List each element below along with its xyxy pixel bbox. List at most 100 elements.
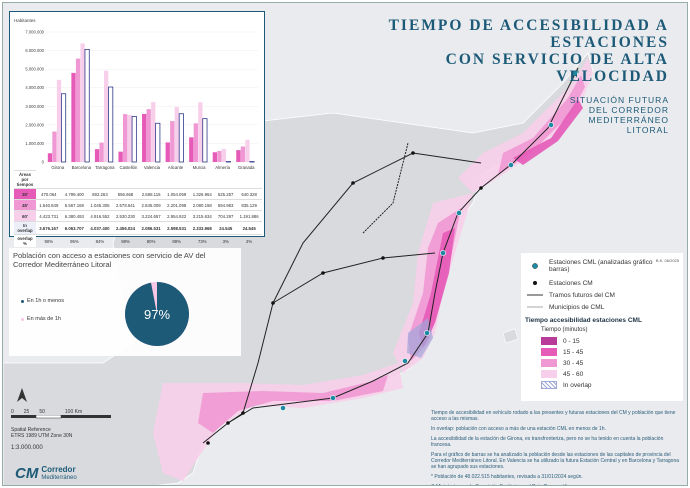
table-cell: 1.045.305 — [87, 199, 113, 211]
population-table: Áreas por tiempos 30' 470.064 4.799.400 692.… — [14, 170, 262, 247]
bar-girona-1 — [52, 131, 57, 162]
station-cm-9 — [351, 181, 355, 185]
map-legend: Estaciones CML (analizadas gráfico barra… — [521, 253, 683, 401]
station-valencia — [440, 250, 446, 256]
x-tick-label: Girona — [51, 165, 65, 170]
table-band-cell: In overlap — [14, 221, 36, 235]
table-cell: 594.983 — [215, 199, 237, 211]
bar-barcelona-3 — [84, 48, 90, 163]
bar-tarragona-3 — [108, 86, 114, 163]
bar-girona-3 — [61, 93, 67, 163]
municipality-icon — [527, 306, 543, 308]
legend-label: Estaciones CM — [549, 279, 593, 287]
station-girona — [572, 70, 578, 76]
map-title-line1: TIEMPO DE ACCESIBILIDAD A ESTACIONES — [388, 17, 669, 51]
station-cml-icon — [532, 263, 538, 269]
bar-alicante-2 — [174, 107, 179, 162]
bar-tarragona-1 — [99, 142, 104, 162]
credits: B.K. 06/2025 — [655, 258, 679, 263]
table-header-row: Áreas por tiempos — [14, 170, 262, 189]
scale-bar — [11, 414, 111, 419]
table-cell: 4.037.400 — [87, 221, 113, 235]
logo-line2: Mediterráneo — [41, 474, 77, 481]
table-cell: 24.545 — [215, 221, 237, 235]
scale-ratio: 1:3.000.000 — [11, 445, 43, 451]
table-cell: 2.530.230 — [112, 210, 139, 222]
bar-castellón-2 — [127, 115, 132, 162]
table-row: overlap % 90% 95% 84% 98% 80% 88% 73% 3% 2% — [14, 234, 262, 247]
station-barcelona — [548, 122, 554, 128]
bar-alicante-1 — [170, 121, 175, 162]
table-cell: 73% — [189, 234, 216, 247]
table-cell: 98% — [112, 234, 139, 247]
y-tick-label: 4.000.000 — [25, 85, 44, 90]
table-cell: 525.257 — [215, 188, 237, 200]
y-tick-label: 7.000.000 — [25, 30, 44, 35]
bar-murcia-1 — [193, 123, 198, 162]
note-paragraph: La accesibilidad de la estación de Giron… — [431, 436, 664, 448]
map-title-block: TIEMPO DE ACCESIBILIDAD A ESTACIONES CON… — [339, 17, 669, 135]
band-label: 45 - 60 — [563, 370, 584, 378]
rail-interior — [362, 142, 409, 234]
subtitle-line3: MEDITERRÁNEO — [588, 115, 669, 125]
legend-label: Estaciones CML (analizadas gráfico barra… — [549, 259, 653, 273]
band-swatch — [541, 337, 557, 345]
band-swatch — [541, 381, 557, 389]
table-cell: 3.676.167 — [36, 221, 62, 235]
table-cell: 2.456.024 — [112, 221, 139, 235]
band-swatch — [541, 359, 557, 367]
bar-granada-2 — [245, 139, 250, 162]
scale-ticks: 0 25 50 100 Km — [11, 409, 121, 415]
y-tick-label: 6.000.000 — [25, 48, 44, 53]
table-row: 30' 470.064 4.799.400 692.263 556.668 2.588.1… — [14, 188, 262, 200]
station-cm-7 — [206, 441, 210, 445]
legend-time-sub: Tiempo (minutos) — [541, 327, 588, 333]
table-cell: 90% — [36, 234, 62, 247]
bar-granada-1 — [240, 146, 246, 162]
map-title-line2: CON SERVICIO DE ALTA VELOCIDAD — [445, 51, 669, 85]
bar-valencia-3 — [155, 122, 161, 163]
population-chart-panel: Habitantes 7.000.000 6.000.000 5.000.000 4.0… — [9, 11, 265, 247]
bar-murcia-3 — [202, 118, 208, 163]
table-cell: 3.215.634 — [189, 210, 216, 222]
table-cell: 24.545 — [236, 221, 262, 235]
scale-tick: 25 — [23, 409, 30, 415]
station-cm-1 — [381, 256, 385, 260]
pie-legend-out-label: En más de 1h — [27, 316, 61, 322]
rail-madrid-valencia — [272, 252, 436, 304]
y-tick-label: 1.000.000 — [25, 141, 44, 146]
stations — [206, 70, 578, 445]
station-cm-icon — [533, 281, 537, 285]
bar-alicante-3 — [178, 113, 184, 163]
y-tick-label: 3.000.000 — [25, 104, 44, 109]
table-cell: 3% — [215, 234, 237, 247]
table-cell: 4.916.552 — [87, 210, 113, 222]
pie-title: Población con acceso a estaciones con se… — [13, 251, 206, 269]
table-cell: 1.054.059 — [163, 188, 190, 200]
scale-tick: 0 — [11, 409, 14, 415]
bar-castellón-3 — [131, 115, 137, 163]
table-cell: 835.129 — [236, 199, 262, 211]
table-cell: 95% — [61, 234, 88, 247]
table-cell: 3.224.657 — [138, 210, 164, 222]
band-label: 15 - 45 — [563, 348, 584, 356]
station-almeria — [330, 395, 336, 401]
pie-chart: 97% — [125, 282, 189, 346]
subtitle-line1: SITUACIÓN FUTURA — [569, 95, 669, 105]
pie-legend-in: En 1h o menos — [21, 298, 64, 304]
bar-almería-2 — [221, 148, 227, 162]
table-cell: 2.086.531 — [138, 221, 164, 235]
table-cell: 4.799.400 — [61, 188, 88, 200]
table-cell: 470.064 — [36, 188, 62, 200]
bar-murcia-2 — [198, 102, 203, 162]
table-cell: 556.668 — [112, 188, 139, 200]
population-bar-chart: Habitantes 7.000.000 6.000.000 5.000.000 4.0… — [14, 18, 258, 170]
spatial-ref-2: ETRS 1989 UTM Zone 30N — [11, 433, 73, 439]
x-tick-label: Murcia — [193, 165, 207, 170]
table-cell: 5.567.168 — [61, 199, 88, 211]
zone-30-45-catalonia — [498, 75, 585, 175]
bar-murcia-0 — [189, 137, 194, 162]
band-swatch — [541, 370, 557, 378]
band-label: In overlap — [563, 381, 592, 389]
x-tick-label: Alicante — [168, 165, 184, 170]
